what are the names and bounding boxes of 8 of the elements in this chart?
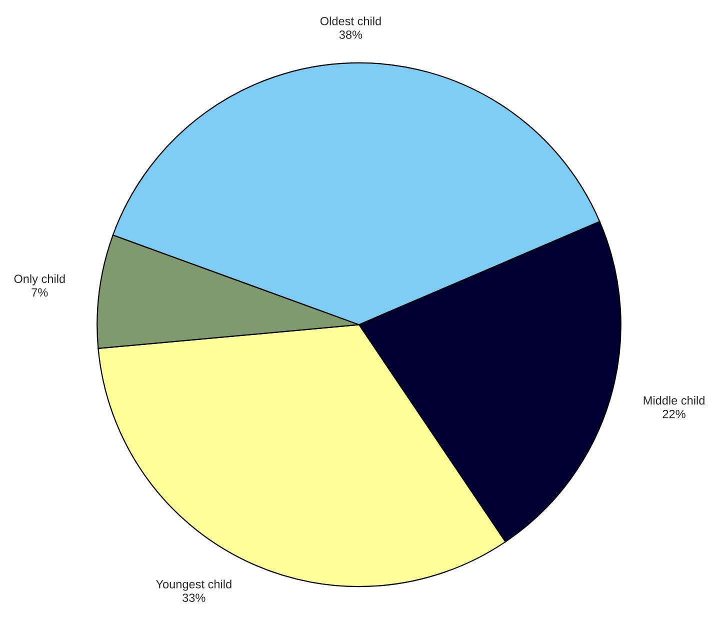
slice-label: Oldest child (320, 16, 381, 26)
slice-label: Only child (14, 274, 65, 286)
data-label: 7% (32, 288, 48, 297)
slice-label: Youngest child (156, 580, 232, 591)
data-label: 22% (662, 410, 686, 418)
data-label: 33% (182, 594, 206, 602)
slice-label: Middle child (644, 396, 704, 405)
data-label: 38% (339, 30, 362, 39)
